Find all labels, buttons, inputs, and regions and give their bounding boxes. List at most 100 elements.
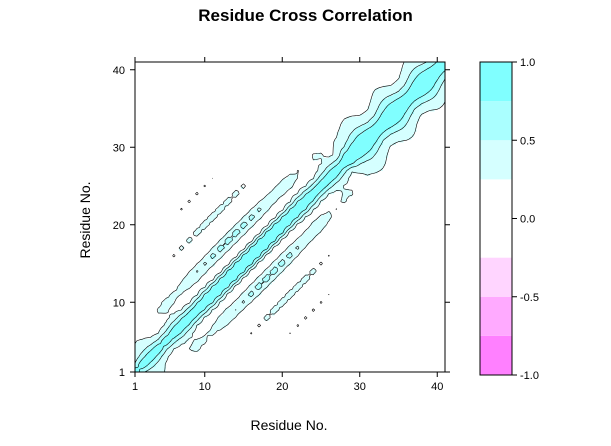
heatmap-cell: [142, 281, 146, 285]
heatmap-cell: [168, 82, 172, 86]
heatmap-cell: [150, 343, 154, 347]
heatmap-cell: [220, 271, 224, 275]
heatmap-cell: [145, 74, 149, 78]
heatmap-cell: [194, 273, 198, 277]
heatmap-cell: [222, 108, 226, 112]
heatmap-cell: [186, 338, 190, 342]
heatmap-cell: [217, 144, 221, 148]
heatmap-cell: [222, 294, 226, 298]
heatmap-cell: [160, 126, 164, 130]
heatmap-cell: [215, 294, 219, 298]
heatmap-cell: [209, 232, 213, 236]
heatmap-cell: [153, 266, 157, 270]
heatmap-cell: [225, 328, 229, 332]
heatmap-cell: [153, 281, 157, 285]
heatmap-cell: [181, 167, 185, 171]
heatmap-cell: [222, 173, 226, 177]
heatmap-cell: [240, 242, 244, 246]
heatmap-cell: [135, 240, 138, 244]
heatmap-cell: [163, 72, 167, 76]
heatmap-cell: [189, 369, 193, 373]
heatmap-cell: [230, 291, 234, 295]
heatmap-cell: [168, 214, 172, 218]
heatmap-cell: [176, 369, 180, 373]
heatmap-cell: [163, 281, 167, 285]
heatmap-cell: [238, 366, 242, 370]
heatmap-cell: [233, 263, 237, 267]
heatmap-cell: [184, 224, 188, 228]
heatmap-cell: [189, 348, 193, 352]
heatmap-cell: [186, 284, 190, 288]
heatmap-cell: [191, 214, 195, 218]
heatmap-cell: [153, 180, 157, 184]
heatmap-cell: [145, 165, 149, 169]
heatmap-cell: [153, 118, 157, 122]
heatmap-cell: [233, 144, 237, 148]
heatmap-cell: [173, 72, 177, 76]
heatmap-cell: [202, 266, 206, 270]
heatmap-cell: [140, 328, 144, 332]
heatmap-cell: [189, 245, 193, 249]
heatmap-cells: [135, 62, 446, 373]
heatmap-cell: [176, 291, 180, 295]
heatmap-cell: [176, 198, 180, 202]
heatmap-cell: [147, 348, 151, 352]
heatmap-cell: [145, 64, 149, 68]
heatmap-cell: [140, 136, 144, 140]
heatmap-cell: [173, 90, 177, 94]
heatmap-cell: [222, 289, 226, 293]
heatmap-cell: [202, 276, 206, 280]
heatmap-cell: [212, 214, 216, 218]
heatmap-cell: [217, 129, 221, 133]
heatmap-cell: [191, 304, 195, 308]
heatmap-cell: [238, 279, 242, 282]
heatmap-cell: [181, 180, 185, 184]
heatmap-cell: [199, 93, 203, 96]
heatmap-cell: [173, 242, 177, 246]
heatmap-cell: [225, 103, 229, 107]
heatmap-cell: [142, 266, 146, 270]
heatmap-cell: [186, 85, 190, 89]
heatmap-cell: [145, 266, 149, 270]
heatmap-cell: [166, 183, 169, 187]
heatmap-cell: [135, 67, 138, 71]
heatmap-cell: [158, 263, 162, 267]
heatmap-cell: [140, 299, 144, 303]
heatmap-cell: [171, 74, 175, 78]
heatmap-cell: [212, 186, 216, 189]
heatmap-cell: [160, 152, 164, 156]
heatmap-cell: [191, 253, 195, 257]
heatmap-cell: [220, 193, 224, 197]
heatmap-cell: [217, 165, 221, 169]
heatmap-cell: [186, 294, 190, 298]
heatmap-cell: [142, 100, 146, 104]
heatmap-cell: [220, 242, 224, 246]
heatmap-cell: [235, 204, 239, 208]
heatmap-cell: [150, 260, 154, 264]
heatmap-cell: [176, 284, 180, 288]
heatmap-cell: [207, 74, 211, 78]
heatmap-cell: [142, 124, 146, 127]
heatmap-cell: [215, 206, 219, 210]
heatmap-cell: [191, 315, 195, 319]
heatmap-cell: [176, 124, 180, 127]
heatmap-cell: [166, 250, 169, 254]
heatmap-cell: [204, 142, 208, 146]
heatmap-cell: [145, 335, 149, 339]
heatmap-cell: [181, 227, 185, 231]
heatmap-cell: [222, 364, 226, 368]
heatmap-cell: [158, 237, 162, 241]
heatmap-cell: [163, 139, 167, 143]
heatmap-cell: [140, 255, 144, 259]
heatmap-cell: [158, 155, 162, 158]
heatmap-cell: [171, 235, 175, 239]
heatmap-cell: [212, 258, 216, 262]
heatmap-cell: [217, 193, 221, 197]
heatmap-cell: [163, 276, 167, 280]
heatmap-cell: [194, 95, 198, 99]
heatmap-cell: [150, 87, 154, 91]
heatmap-cell: [163, 260, 167, 264]
heatmap-cell: [158, 162, 162, 166]
heatmap-cell: [207, 204, 211, 208]
heatmap-cell: [150, 204, 154, 208]
